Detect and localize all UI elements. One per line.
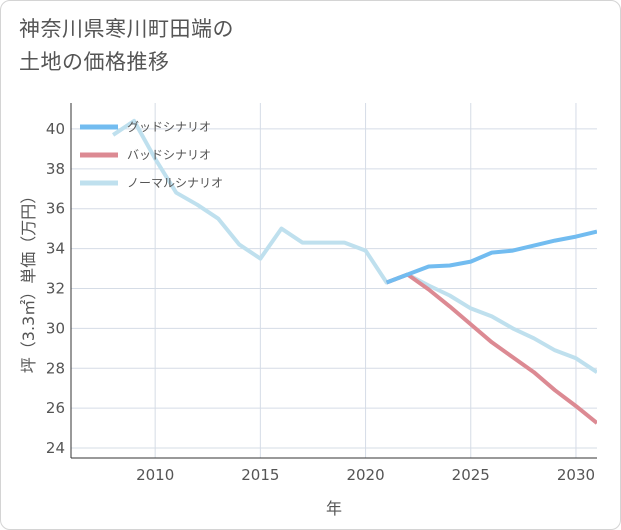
title-line-2: 土地の価格推移 [19, 50, 170, 74]
series-line-bad [385, 272, 597, 425]
x-axis-title: 年 [326, 499, 342, 518]
series-lines [111, 118, 597, 425]
title-line-1: 神奈川県寒川町田端の [19, 17, 234, 41]
x-tick-label-2030: 2030 [557, 466, 595, 484]
y-tick-label-34: 34 [46, 240, 65, 258]
y-tick-label-36: 36 [46, 200, 65, 218]
y-tick-label-40: 40 [46, 120, 65, 138]
x-tick-label-2015: 2015 [241, 466, 279, 484]
page-title: 神奈川県寒川町田端の 土地の価格推移 [19, 13, 234, 79]
y-tick-label-26: 26 [46, 399, 65, 417]
legend-label-normal: ノーマルシナリオ [127, 176, 223, 190]
legend-label-bad: バッドシナリオ [127, 148, 211, 162]
y-tick-label-30: 30 [46, 319, 65, 337]
grid-lines [71, 103, 597, 458]
series-line-good [385, 229, 597, 285]
x-tick-label-2020: 2020 [346, 466, 384, 484]
legend-label-good: グッドシナリオ [127, 120, 211, 134]
axes: 24 26 28 30 32 34 36 38 40 2010 2015 2020 2025 2030 年 坪… [19, 103, 597, 518]
y-axis-title: 坪（3.3㎡）単価（万円） [19, 188, 38, 373]
x-tick-label-2025: 2025 [452, 466, 490, 484]
y-tick-label-38: 38 [46, 160, 65, 178]
series-line-normal [111, 118, 597, 374]
y-tick-label-28: 28 [46, 359, 65, 377]
x-tick-label-2010: 2010 [136, 466, 174, 484]
y-tick-label-32: 32 [46, 279, 65, 297]
y-tick-label-24: 24 [46, 439, 65, 457]
